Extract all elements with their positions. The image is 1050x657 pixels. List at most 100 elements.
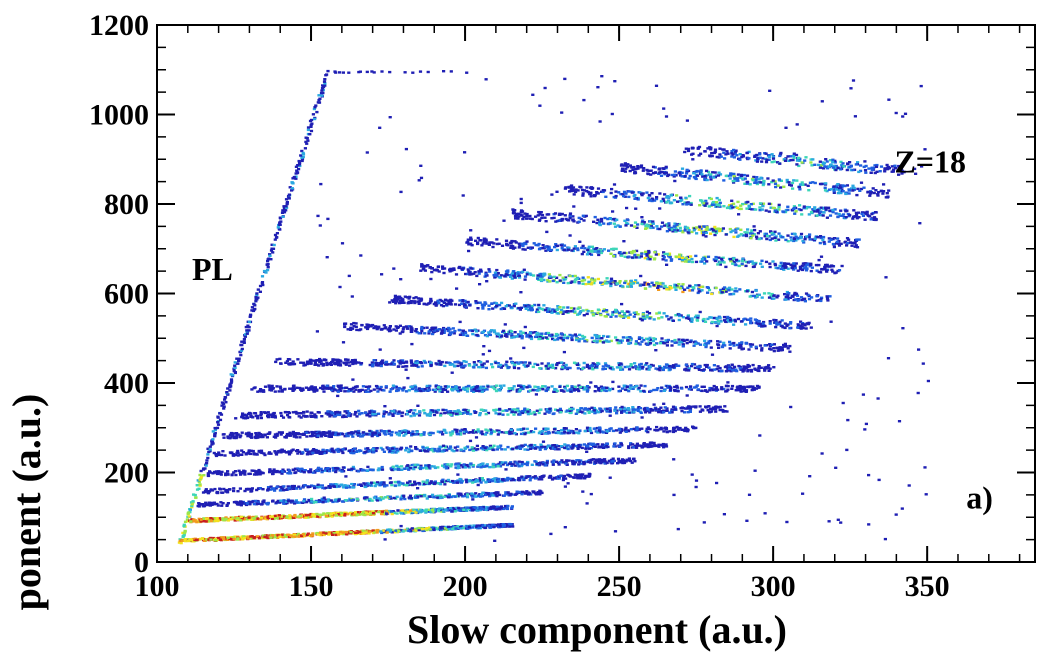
heatmap-cell bbox=[311, 532, 315, 535]
heatmap-cell bbox=[675, 425, 679, 429]
heatmap-cell bbox=[425, 414, 430, 417]
heatmap-cell bbox=[244, 453, 248, 456]
heatmap-cell bbox=[459, 433, 463, 436]
heatmap-cell bbox=[416, 433, 420, 436]
heatmap-cell bbox=[278, 535, 282, 538]
heatmap-cell bbox=[246, 434, 250, 438]
heatmap-cell bbox=[361, 433, 366, 437]
heatmap-cell bbox=[285, 516, 289, 519]
heatmap-cell bbox=[749, 370, 754, 373]
heatmap-cell bbox=[712, 364, 716, 367]
heatmap-cell bbox=[238, 453, 242, 456]
heatmap-cell bbox=[600, 443, 604, 446]
heatmap-cell bbox=[684, 426, 688, 430]
heatmap-cell bbox=[384, 509, 389, 512]
heatmap-cell bbox=[478, 366, 482, 369]
heatmap-cell bbox=[198, 473, 202, 477]
heatmap-cell bbox=[217, 472, 221, 475]
heatmap-cell bbox=[553, 444, 557, 447]
heatmap-cell bbox=[222, 433, 226, 436]
heatmap-cell bbox=[620, 429, 624, 433]
heatmap-cell bbox=[403, 429, 407, 432]
heatmap-cell bbox=[218, 487, 222, 490]
heatmap-cell bbox=[399, 482, 403, 486]
heatmap-cell bbox=[183, 520, 188, 523]
heatmap-cell bbox=[232, 436, 236, 440]
heatmap-cell bbox=[510, 408, 514, 411]
heatmap-cell bbox=[426, 389, 430, 392]
heatmap-cell bbox=[431, 493, 435, 497]
heatmap-cell bbox=[187, 539, 191, 543]
heatmap-cell bbox=[527, 390, 531, 393]
heatmap-cell bbox=[396, 509, 400, 512]
heatmap-cell bbox=[602, 443, 606, 447]
heatmap-cell bbox=[455, 506, 459, 510]
heatmap-cell bbox=[387, 447, 391, 450]
heatmap-cell bbox=[523, 432, 527, 436]
heatmap-cell bbox=[684, 407, 688, 410]
heatmap-cell bbox=[314, 469, 319, 472]
heatmap-cell bbox=[410, 463, 414, 467]
heatmap-cell bbox=[348, 449, 352, 452]
heatmap-cell bbox=[605, 461, 609, 465]
heatmap-cell bbox=[351, 435, 355, 438]
heatmap-cell bbox=[291, 389, 295, 392]
heatmap-cell bbox=[563, 431, 567, 434]
heatmap-cell bbox=[662, 411, 666, 414]
heatmap-cell bbox=[277, 514, 282, 517]
heatmap-cell bbox=[579, 410, 583, 413]
heatmap-cell bbox=[395, 464, 399, 468]
heatmap-cell bbox=[580, 407, 584, 410]
heatmap-cell bbox=[712, 384, 716, 388]
heatmap-cell bbox=[266, 260, 270, 263]
heatmap-cell bbox=[611, 429, 615, 433]
heatmap-cell bbox=[299, 433, 303, 436]
heatmap-cell bbox=[460, 480, 464, 483]
heatmap-cell bbox=[301, 501, 305, 504]
heatmap-cell bbox=[447, 447, 451, 450]
heatmap-cell bbox=[615, 409, 619, 412]
heatmap-cell bbox=[438, 431, 442, 434]
heatmap-cell bbox=[569, 390, 573, 393]
heatmap-cell bbox=[337, 363, 341, 367]
heatmap-cell bbox=[255, 453, 259, 456]
heatmap-cell bbox=[485, 431, 489, 434]
heatmap-cell bbox=[500, 448, 504, 451]
heatmap-cell bbox=[382, 450, 386, 453]
heatmap-cell bbox=[502, 384, 506, 387]
heatmap-cell bbox=[277, 431, 281, 434]
heatmap-cell bbox=[240, 536, 244, 539]
heatmap-cell bbox=[258, 290, 262, 293]
heatmap-cell bbox=[266, 415, 270, 419]
heatmap-cell bbox=[754, 387, 759, 390]
heatmap-cell bbox=[245, 502, 249, 505]
heatmap-cell bbox=[203, 539, 207, 542]
heatmap-cell bbox=[300, 157, 305, 161]
heatmap-cell bbox=[467, 507, 471, 511]
heatmap-cell bbox=[402, 512, 406, 515]
heatmap-cell bbox=[538, 475, 542, 479]
heatmap-cell bbox=[586, 429, 590, 432]
heatmap-cell bbox=[341, 433, 345, 436]
heatmap-cell bbox=[673, 389, 677, 392]
heatmap-cell bbox=[394, 431, 398, 434]
heatmap-cell bbox=[526, 475, 530, 478]
heatmap-cell bbox=[543, 412, 547, 415]
heatmap-cell bbox=[328, 435, 333, 438]
heatmap-cell bbox=[583, 412, 587, 415]
heatmap-cell bbox=[203, 490, 207, 494]
heatmap-cell bbox=[496, 433, 500, 436]
heatmap-cell bbox=[451, 481, 456, 484]
heatmap-cell bbox=[588, 428, 592, 431]
heatmap-cell bbox=[363, 450, 367, 454]
heatmap-cell bbox=[675, 384, 679, 388]
heatmap-cell bbox=[190, 503, 194, 506]
heatmap-cell bbox=[580, 474, 584, 478]
heatmap-cell bbox=[465, 480, 469, 484]
heatmap-cell bbox=[266, 503, 270, 506]
heatmap-cell bbox=[281, 215, 285, 218]
heatmap-cell bbox=[623, 407, 627, 410]
heatmap-cell bbox=[220, 504, 224, 507]
heatmap-cell bbox=[437, 359, 441, 363]
heatmap-cell bbox=[226, 536, 230, 539]
